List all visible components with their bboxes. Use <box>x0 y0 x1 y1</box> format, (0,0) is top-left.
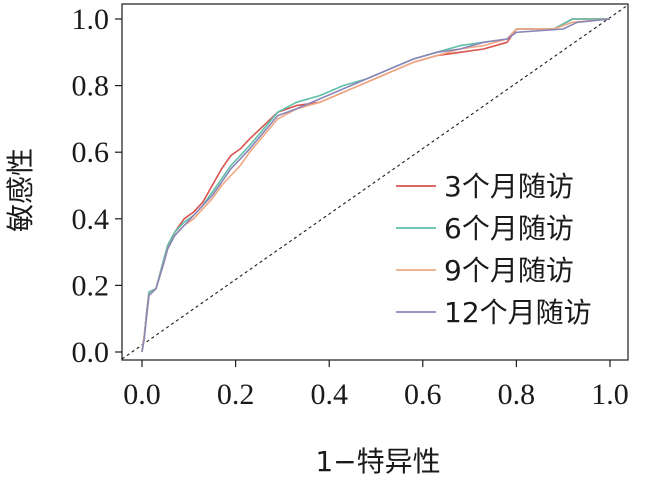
y-tick-label: 1.0 <box>72 3 110 36</box>
y-tick-layer: 0.0 0.2 0.4 0.6 0.8 1.0 <box>72 3 122 369</box>
x-tick-label: 0.4 <box>310 378 348 411</box>
x-tick-label: 0.6 <box>404 378 442 411</box>
series-layer <box>141 18 611 353</box>
y-tick-label: 0.2 <box>72 269 110 302</box>
legend-label: 12个月随访 <box>444 296 592 329</box>
x-tick-label: 1.0 <box>591 378 629 411</box>
reference-diagonal-layer <box>121 4 629 360</box>
legend-label: 3个月随访 <box>444 170 574 203</box>
x-tick-layer: 0.0 0.2 0.4 0.6 0.8 1.0 <box>123 360 629 411</box>
y-tick-label: 0.6 <box>72 136 110 169</box>
roc-curve-series-4 <box>141 18 611 353</box>
y-tick-label: 0.8 <box>72 70 110 103</box>
y-tick-label: 0.4 <box>72 203 110 236</box>
x-tick-label: 0.8 <box>498 378 536 411</box>
y-tick-label: 0.0 <box>72 336 110 369</box>
legend-label: 9个月随访 <box>444 254 574 287</box>
x-tick-label: 0.2 <box>217 378 255 411</box>
legend: 3个月随访 6个月随访 9个月随访 12个月随访 <box>396 170 592 329</box>
legend-label: 6个月随访 <box>444 212 574 245</box>
plot-frame <box>121 3 629 361</box>
y-axis-title: 敏感性 <box>4 148 37 232</box>
x-axis-title: 1−特异性 <box>315 445 440 478</box>
reference-diagonal <box>121 4 629 360</box>
x-tick-label: 0.0 <box>123 378 161 411</box>
